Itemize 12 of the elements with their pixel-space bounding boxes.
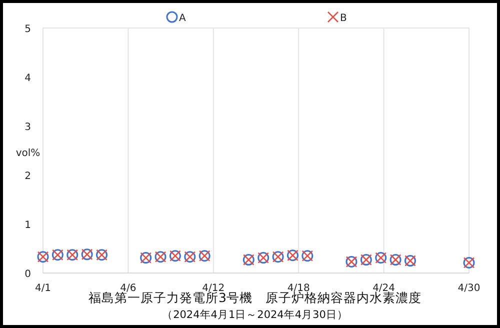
x-tick-label: 4/1 <box>34 283 52 294</box>
y-tick-label: 4 <box>24 73 31 84</box>
x-tick-label: 4/30 <box>458 283 480 294</box>
y-tick-label: 0 <box>24 269 31 280</box>
y-tick-label: 2 <box>24 171 31 182</box>
y-tick-label: 5 <box>24 24 31 35</box>
text: （2024年4月1日～2024年4月30日） <box>162 309 348 321</box>
y-tick-label: 1 <box>24 220 31 231</box>
y-axis-title: vol% <box>16 148 40 159</box>
legend-label: A <box>179 13 186 24</box>
y-tick-label: 3 <box>24 122 31 133</box>
legend-label: B <box>340 13 347 24</box>
